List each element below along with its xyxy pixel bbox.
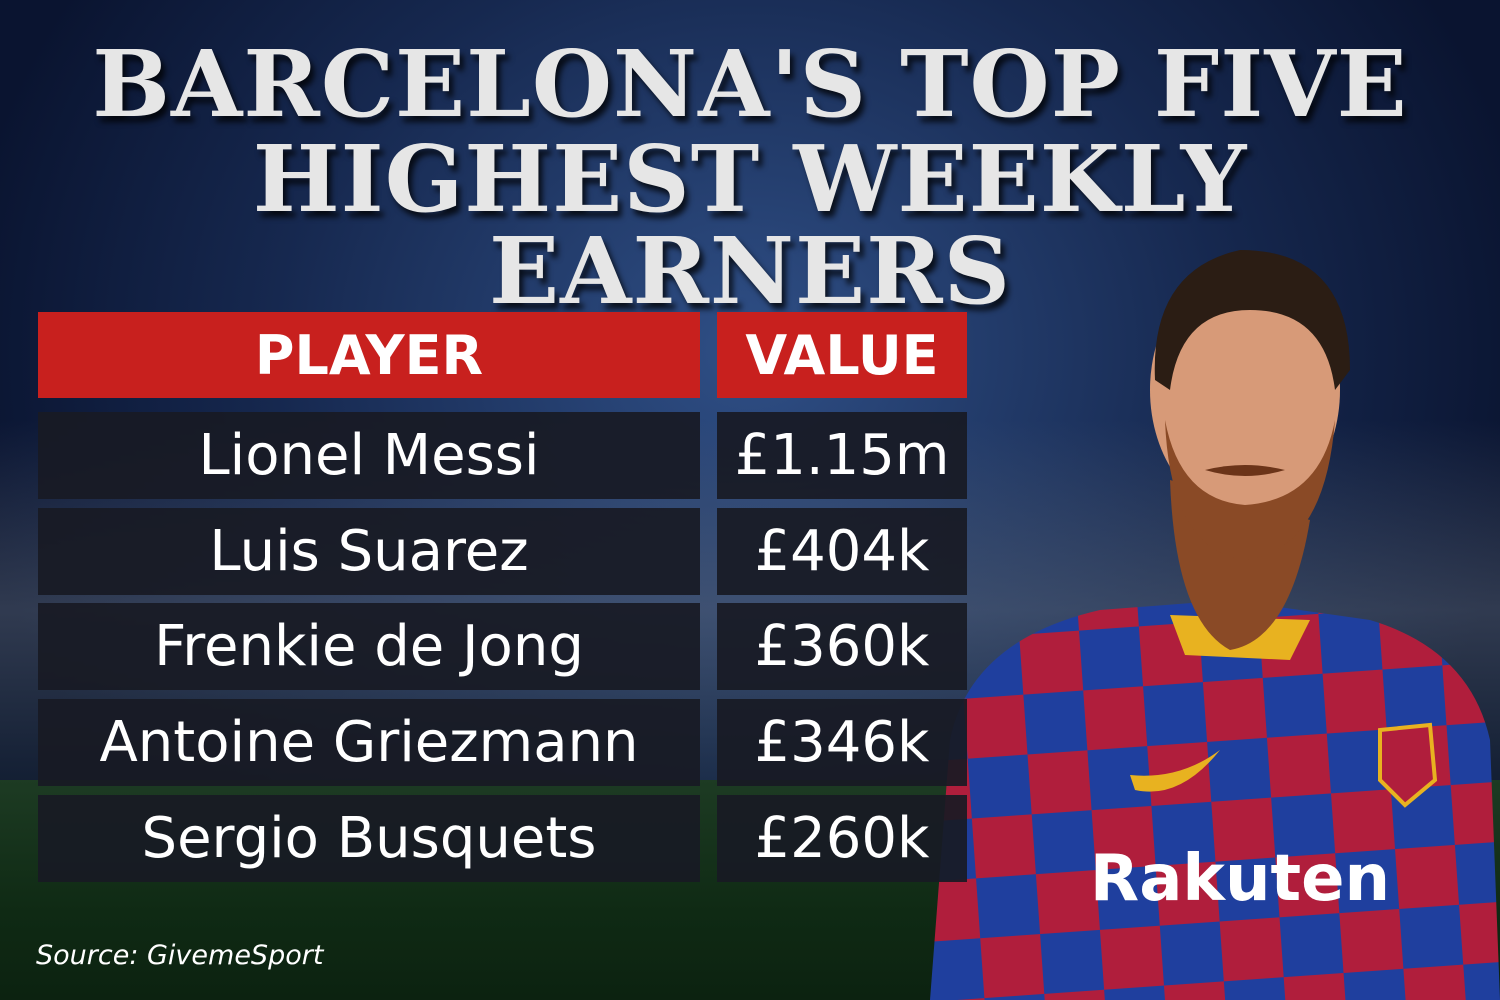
- value-cell: £1.15m: [717, 412, 967, 499]
- player-photo: Rakuten: [930, 250, 1500, 1000]
- title-line: HIGHEST WEEKLY EARNERS: [252, 125, 1248, 325]
- player-cell: Antoine Griezmann: [38, 699, 700, 787]
- player-cell: Luis Suarez: [38, 507, 700, 595]
- value-cell: £404k: [717, 507, 967, 595]
- player-cell: Frenkie de Jong: [38, 603, 700, 691]
- value-cell: £346k: [717, 699, 967, 787]
- source: Source: GivemeSport: [36, 940, 324, 971]
- header-cell: PLAYER: [38, 312, 700, 398]
- header-cell: VALUE: [717, 312, 967, 398]
- svg-text:Rakuten: Rakuten: [1090, 842, 1390, 916]
- value-cell: £260k: [717, 794, 967, 882]
- player-cell: Lionel Messi: [38, 412, 700, 499]
- title-line: BARCELONA'S TOP FIVE: [92, 30, 1408, 138]
- player-cell: Sergio Busquets: [38, 794, 700, 882]
- value-cell: £360k: [717, 603, 967, 691]
